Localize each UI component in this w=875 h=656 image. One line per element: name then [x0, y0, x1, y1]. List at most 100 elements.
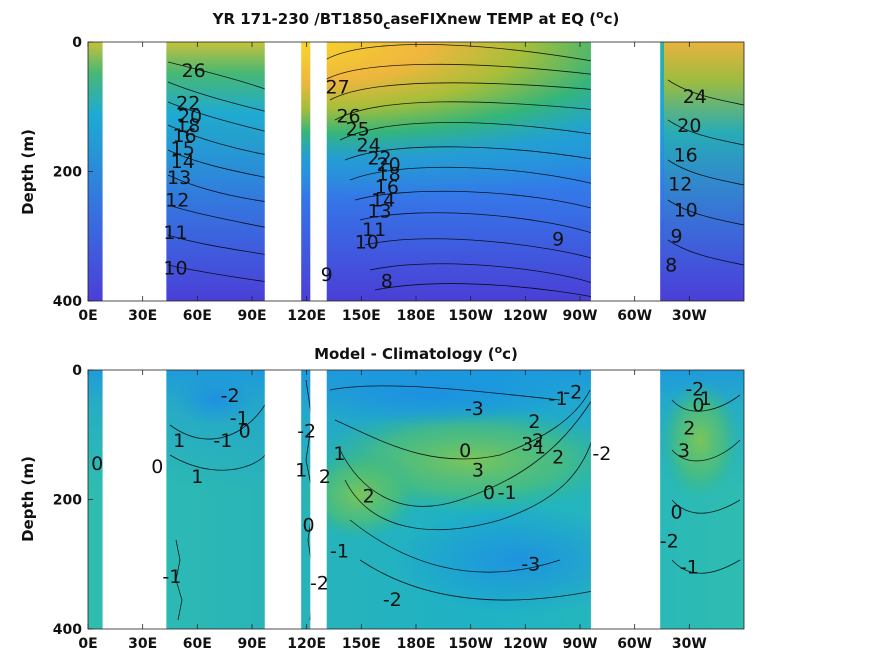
top-x-axis: 0E 30E 60E 90E 120E 150E 180E 150W 120W 90W 60W 30W — [78, 42, 707, 324]
bottom-contour-label: -1 — [213, 430, 232, 452]
top-contour-label: 12 — [668, 173, 692, 195]
top-contour-label: 14 — [171, 151, 195, 173]
top-land-mask — [102, 42, 167, 301]
top-x-tick-label: 90E — [237, 308, 266, 324]
bottom-contour-label: 2 — [552, 446, 564, 468]
bottom-contour-label: -1 — [330, 540, 349, 562]
bottom-contour-label: 2 — [528, 411, 540, 433]
bottom-contour-label: 3 — [678, 440, 690, 462]
top-title-unit: c) — [604, 10, 620, 28]
bottom-x-tick-label: 180E — [397, 636, 436, 652]
top-x-tick-label: 60W — [617, 308, 652, 324]
top-contour-lines — [167, 44, 744, 299]
top-panel: YR 171-230 /BT1850caseFIXnew TEMP at EQ … — [19, 8, 745, 324]
bottom-y-tick-label: 400 — [53, 622, 82, 638]
bottom-x-tick-label: 90W — [563, 636, 598, 652]
top-contour-label: 16 — [674, 144, 698, 166]
top-contour-label: 24 — [357, 135, 381, 157]
top-contour-label: 11 — [362, 219, 386, 241]
bottom-x-tick-label: 60E — [183, 636, 212, 652]
top-contour-label: 22 — [367, 148, 391, 170]
top-x-tick-label: 120E — [287, 308, 326, 324]
top-field — [88, 42, 744, 301]
bottom-y-label: Depth (m) — [19, 456, 37, 542]
bottom-contour-label: 0 — [239, 421, 251, 443]
bottom-contour-label: 1 — [173, 430, 185, 452]
bottom-contour-label: 2 — [319, 466, 331, 488]
bottom-field — [88, 370, 744, 629]
top-title-suffix: aseFIXnew TEMP at EQ ( — [390, 10, 596, 28]
bottom-land-mask — [102, 370, 167, 629]
top-y-tick-label: 200 — [53, 165, 82, 181]
bottom-x-tick-label: 120W — [503, 636, 548, 652]
top-x-tick-label: 0E — [78, 308, 97, 324]
bottom-contour-label: 2 — [683, 417, 695, 439]
top-x-tick-label: 180E — [397, 308, 436, 324]
bottom-contour-label: -1 — [549, 388, 568, 410]
top-title-unit-sup: o — [596, 8, 604, 21]
bottom-panel-title: Model - Climatology (oc) — [314, 343, 518, 363]
bottom-title-main: Model - Climatology ( — [314, 345, 495, 363]
bottom-contour-label: 1 — [333, 443, 345, 465]
top-x-tick-label: 150W — [448, 308, 493, 324]
top-y-tick-label: 0 — [72, 35, 82, 51]
top-y-label: Depth (m) — [19, 129, 37, 215]
bottom-y-axis: 0 200 400 — [53, 363, 93, 638]
top-contour-label: 13 — [167, 167, 191, 189]
top-contour-label: 8 — [381, 271, 393, 293]
top-x-tick-label: 120W — [503, 308, 548, 324]
bottom-contour-label: 2 — [363, 485, 375, 507]
top-contour-label: 20 — [178, 105, 202, 127]
top-x-tick-label: 30E — [128, 308, 157, 324]
bottom-contour-label: 1 — [191, 466, 203, 488]
bottom-x-tick-label: 30E — [128, 636, 157, 652]
top-x-tick-label: 90W — [563, 308, 598, 324]
bottom-title-unit: c) — [502, 345, 518, 363]
bottom-y-tick-label: 0 — [72, 363, 82, 379]
bottom-x-tick-label: 90E — [237, 636, 266, 652]
bottom-x-axis: 0E 30E 60E 90E 120E 150E 180E 150W 120W 90W 60W 30W — [78, 370, 707, 652]
top-contour-label: 12 — [165, 190, 189, 212]
bottom-contour-label: 0 — [151, 456, 163, 478]
bottom-contour-label: -2 — [383, 589, 402, 611]
top-contour-label: 26 — [336, 105, 360, 127]
top-contour-label: 9 — [321, 264, 333, 286]
bottom-y-tick-label: 200 — [53, 493, 82, 509]
top-contour-label: 20 — [677, 115, 701, 137]
top-contour-label: 18 — [377, 164, 401, 186]
bottom-contour-label: 1 — [534, 437, 546, 459]
bottom-land-mask — [310, 370, 327, 629]
bottom-contour-label: -2 — [685, 378, 704, 400]
bottom-x-tick-label: 150W — [448, 636, 493, 652]
bottom-panel: Model - Climatology (oc) — [19, 343, 745, 652]
bottom-x-tick-label: 30W — [672, 636, 707, 652]
top-title-subscript: c — [383, 18, 390, 32]
bottom-contour-label: -2 — [592, 443, 611, 465]
bottom-contour-label: -1 — [162, 566, 181, 588]
top-land-mask — [310, 42, 327, 301]
top-contour-label: 10 — [674, 199, 698, 221]
top-y-axis: 0 200 400 — [53, 35, 93, 310]
bottom-contour-label: 2 — [532, 430, 544, 452]
bottom-contour-label: -2 — [221, 385, 240, 407]
bottom-contour-label: 1 — [295, 459, 307, 481]
top-contour-label: 16 — [375, 177, 399, 199]
top-contour-label: 18 — [176, 115, 200, 137]
top-title-main: YR 171-230 /BT1850 — [212, 10, 384, 28]
top-contour-label: 9 — [552, 228, 564, 250]
top-contour-label: 25 — [346, 118, 370, 140]
bottom-x-tick-label: 150E — [342, 636, 381, 652]
bottom-contour-label: -1 — [230, 408, 249, 430]
bottom-x-tick-label: 0E — [78, 636, 97, 652]
bottom-contour-label: -2 — [310, 573, 329, 595]
top-land-mask — [264, 42, 302, 301]
top-contour-label: 16 — [172, 125, 196, 147]
bottom-land-mask — [590, 370, 661, 629]
top-contour-label: 10 — [163, 258, 187, 280]
top-contour-label: 20 — [377, 154, 401, 176]
top-contour-label: 11 — [163, 222, 187, 244]
bottom-contour-label: 0 — [483, 482, 495, 504]
